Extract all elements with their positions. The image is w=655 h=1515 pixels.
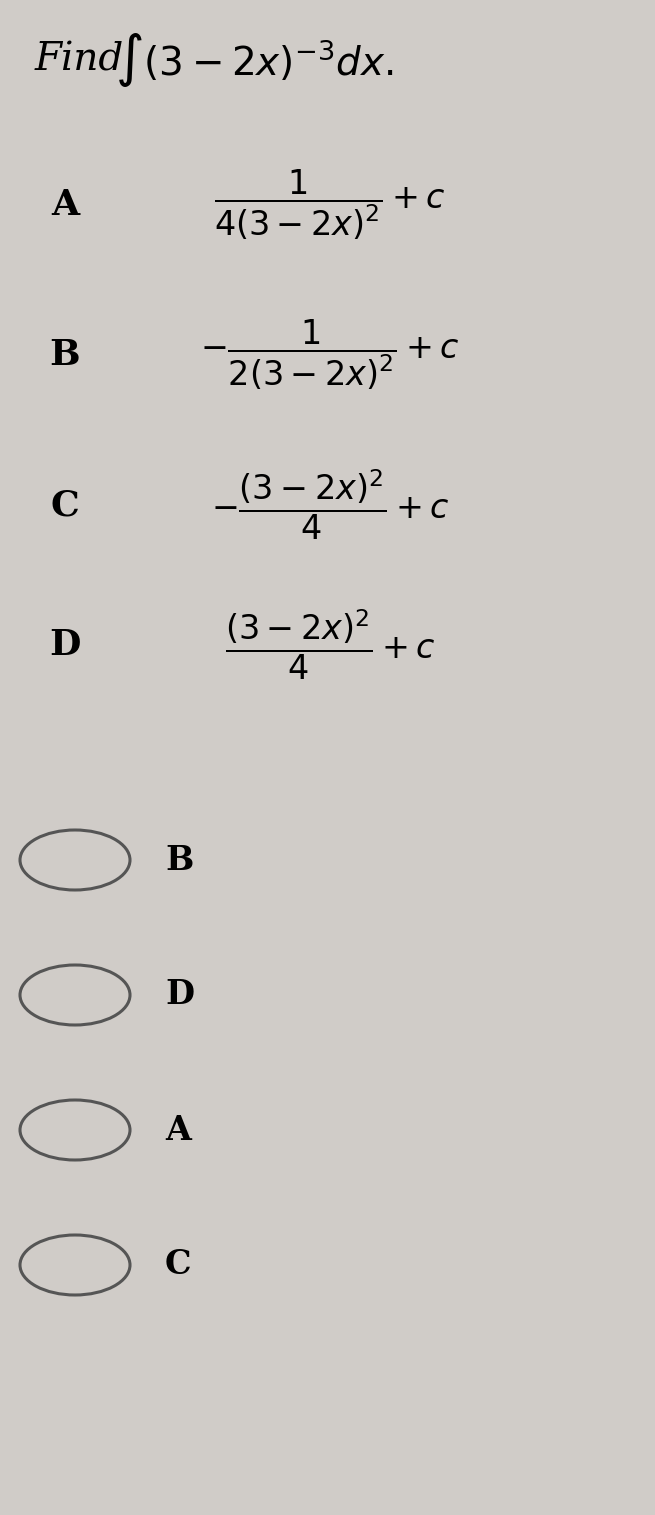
Text: Find: Find xyxy=(35,41,137,79)
Text: C: C xyxy=(50,488,79,523)
Text: $-\dfrac{1}{2(3-2x)^{2}}+c$: $-\dfrac{1}{2(3-2x)^{2}}+c$ xyxy=(200,318,460,392)
Text: C: C xyxy=(165,1248,191,1282)
Text: A: A xyxy=(51,188,79,223)
Text: $-\dfrac{(3-2x)^{2}}{4}+c$: $-\dfrac{(3-2x)^{2}}{4}+c$ xyxy=(211,468,449,542)
Text: B: B xyxy=(50,338,81,373)
Text: A: A xyxy=(165,1114,191,1147)
Text: D: D xyxy=(49,629,81,662)
Text: B: B xyxy=(165,844,193,877)
Text: D: D xyxy=(165,979,194,1012)
Text: $\int(3-2x)^{-3}dx.$: $\int(3-2x)^{-3}dx.$ xyxy=(115,30,394,89)
Text: $\dfrac{(3-2x)^{2}}{4}+c$: $\dfrac{(3-2x)^{2}}{4}+c$ xyxy=(225,608,435,682)
Text: $\dfrac{1}{4(3-2x)^{2}}+c$: $\dfrac{1}{4(3-2x)^{2}}+c$ xyxy=(214,168,446,242)
